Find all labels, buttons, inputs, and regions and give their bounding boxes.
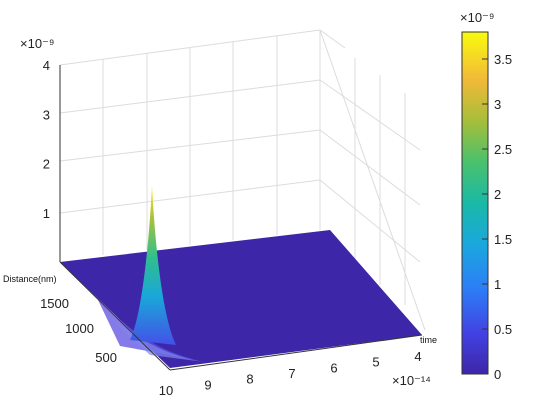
surface-peak xyxy=(130,186,176,345)
colorbar xyxy=(461,31,489,375)
colorbar-tick-label: 1.5 xyxy=(494,232,512,247)
time-tick-label: 9 xyxy=(204,377,211,392)
colorbar-tick-label: 0 xyxy=(494,367,501,382)
time-tick-label: 5 xyxy=(372,355,379,370)
time-axis-exponent: ×10⁻¹⁴ xyxy=(392,373,431,388)
time-axis-label: time xyxy=(420,335,437,345)
colorbar-tick-label: 2 xyxy=(494,187,501,202)
z-tick-label: 4 xyxy=(43,58,50,73)
time-tick-label: 6 xyxy=(330,360,337,375)
time-tick-label: 7 xyxy=(288,366,295,381)
z-tick-label: 1 xyxy=(43,206,50,221)
z-tick-label: 2 xyxy=(43,157,50,172)
time-tick-label: 8 xyxy=(246,372,253,387)
grid-lines xyxy=(59,29,426,331)
colorbar-tick-label: 3 xyxy=(494,97,501,112)
surface-plane xyxy=(60,230,422,368)
time-axis xyxy=(169,334,423,371)
colorbar-tick-label: 1 xyxy=(494,277,501,292)
distance-tick-label: 1500 xyxy=(40,296,69,311)
distance-tick-label: 1000 xyxy=(65,321,94,336)
colorbar-tick-label: 3.5 xyxy=(494,52,512,67)
distance-axis-label: Distance(nm) xyxy=(3,274,57,284)
colorbar-exponent: ×10⁻⁹ xyxy=(460,10,494,25)
distance-axis xyxy=(59,261,171,371)
colorbar-tick-labels: 0 0.5 1 1.5 2 2.5 3 3.5 xyxy=(482,52,512,382)
colorbar-tick-label: 2.5 xyxy=(494,142,512,157)
z-axis-tick-labels: 1 2 3 4 xyxy=(43,58,50,221)
z-tick-label: 3 xyxy=(43,107,50,122)
time-tick-label: 10 xyxy=(159,383,173,398)
z-axis-exponent: ×10⁻⁹ xyxy=(20,36,54,51)
time-axis-tick-labels: 4 5 6 7 8 9 10 xyxy=(159,349,422,398)
surface-valley-highlight xyxy=(110,318,205,362)
colorbar-tick-label: 0.5 xyxy=(494,322,512,337)
distance-tick-label: 500 xyxy=(95,350,117,365)
time-tick-label: 4 xyxy=(414,349,421,364)
